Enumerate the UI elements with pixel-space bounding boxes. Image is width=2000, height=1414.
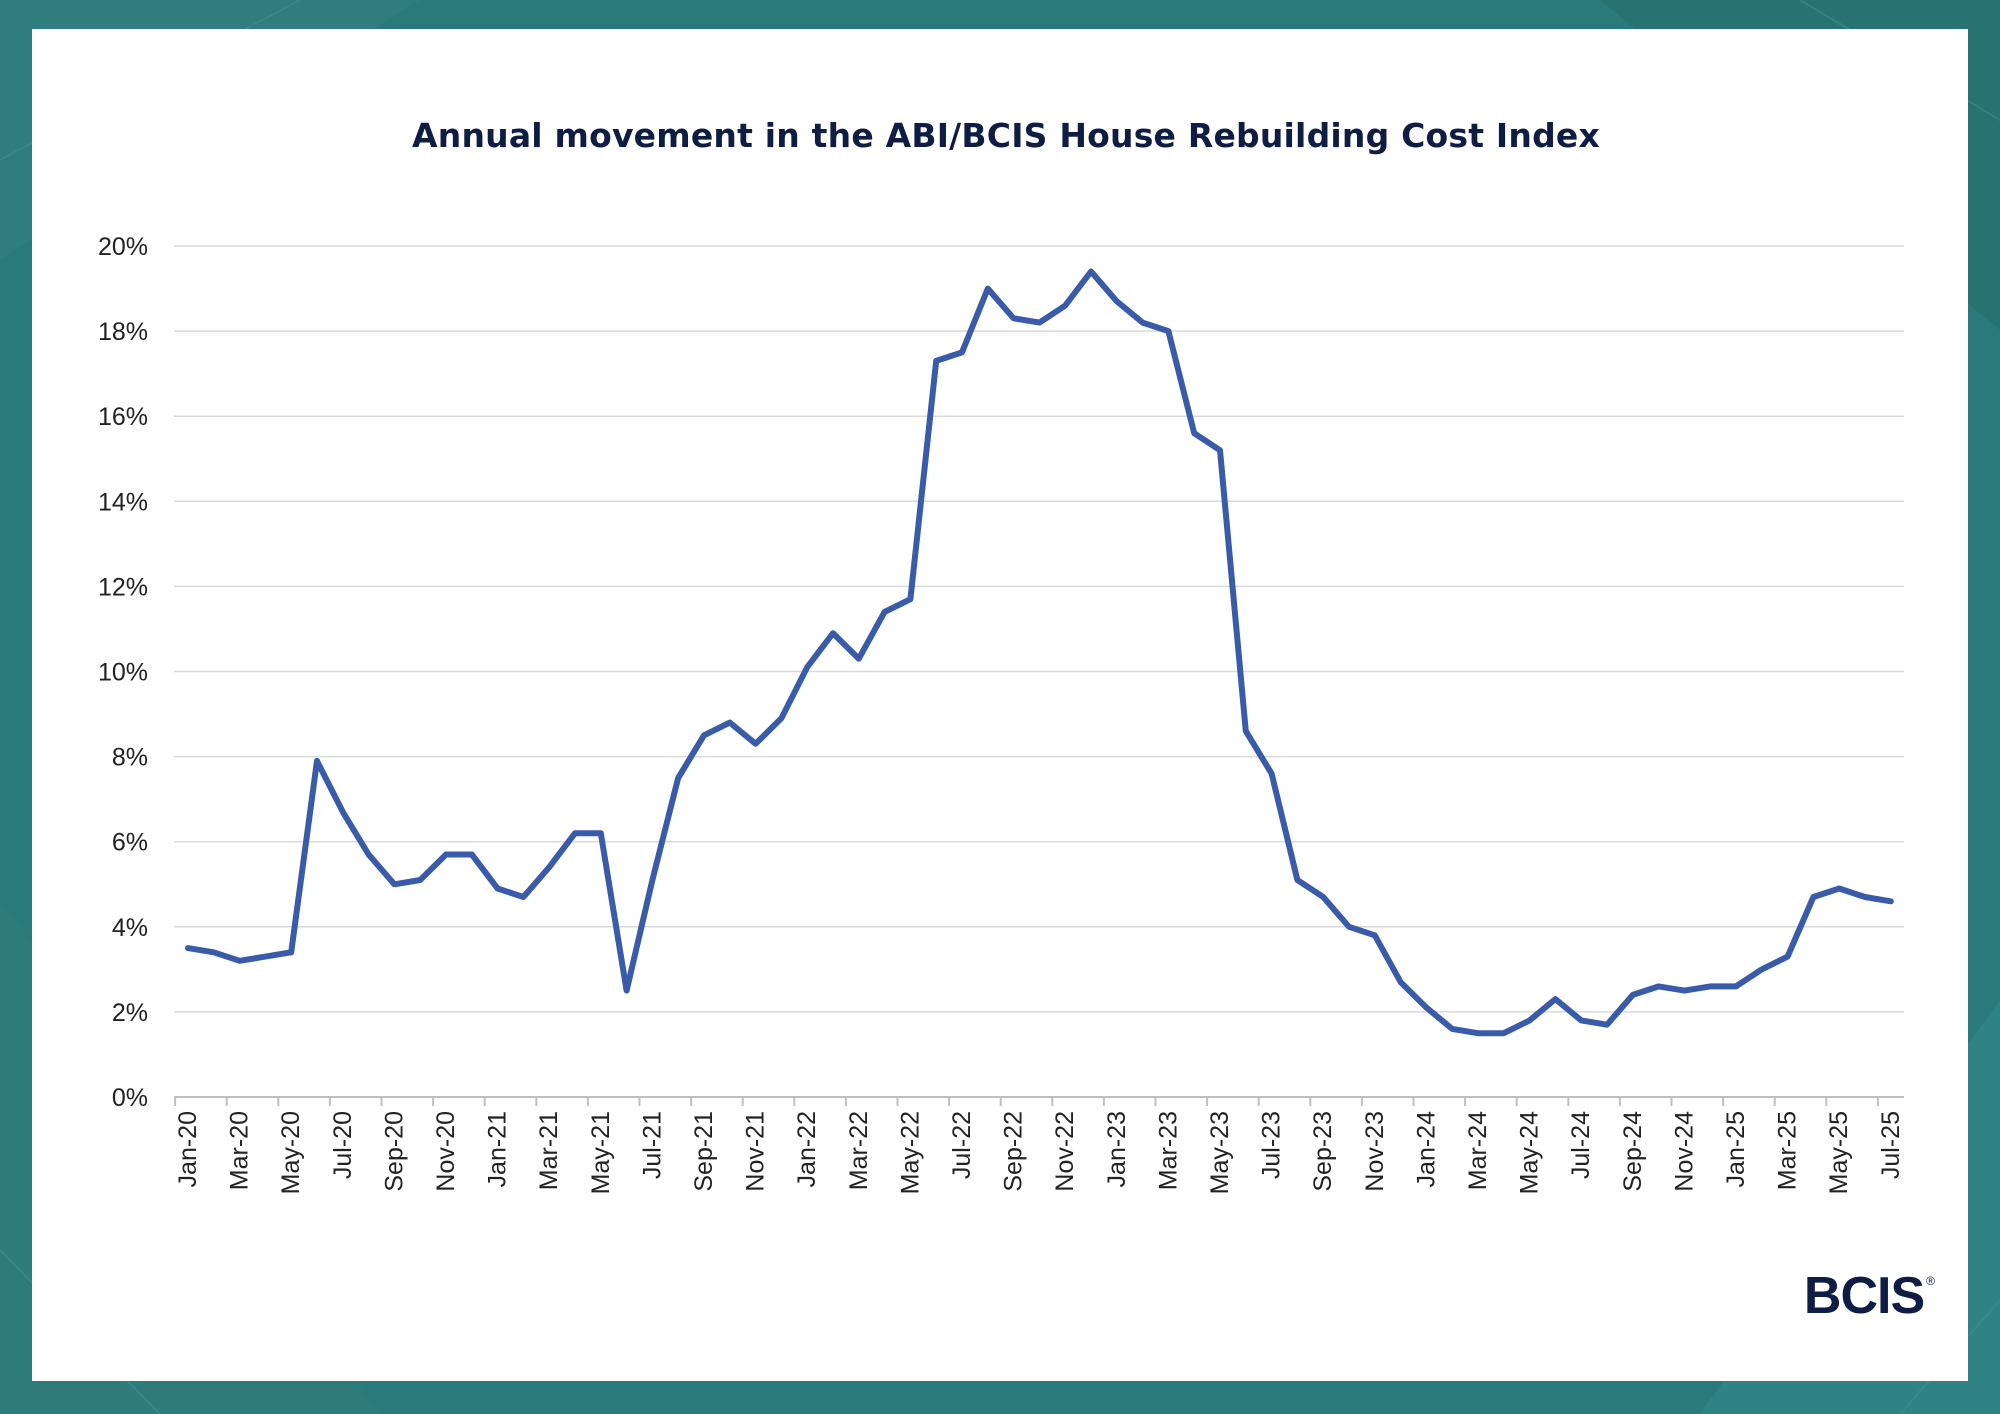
x-tick-label: Sep-23 [1309,1111,1337,1192]
x-tick-label: Sep-24 [1619,1111,1647,1192]
x-tick-label: May-23 [1206,1111,1234,1194]
gridlines [174,245,1904,1013]
y-axis-labels: 0% 2% 4% 6% 8% 10% 12% 14% 16% 18% 20% [98,233,148,1112]
x-tick-label: Mar-21 [535,1111,563,1190]
x-tick-label: Nov-24 [1670,1111,1698,1192]
x-tick-label: Nov-20 [432,1111,460,1192]
x-tick-label: Jul-22 [948,1111,976,1179]
x-tick-label: Jul-24 [1567,1111,1595,1179]
x-tick-label: Sep-21 [690,1111,718,1192]
x-tick-label: Jan-21 [484,1111,512,1187]
x-tick-label: Jul-21 [638,1111,666,1179]
x-tick-label: May-24 [1516,1111,1544,1194]
registered-mark: ® [1926,1274,1935,1288]
x-tick-label: Nov-23 [1361,1111,1389,1192]
x-tick-label: May-21 [587,1111,615,1194]
x-tick-label: Jan-24 [1412,1111,1440,1188]
x-tick-label: Mar-24 [1464,1111,1492,1190]
x-tick-label: Sep-20 [380,1111,408,1192]
x-tick-label: May-22 [896,1111,924,1194]
y-tick-label: 14% [98,488,148,516]
chart-title: Annual movement in the ABI/BCIS House Re… [412,116,1600,155]
x-tick-label: May-20 [277,1111,305,1194]
x-tick-label: Mar-23 [1154,1111,1182,1190]
y-tick-label: 2% [112,999,148,1027]
y-tick-label: 16% [98,403,148,431]
x-tick-label: Sep-22 [1000,1111,1028,1192]
x-tick-label: Mar-22 [845,1111,873,1190]
logo-text: BCIS [1803,1267,1925,1325]
x-tick-label: Mar-25 [1774,1111,1802,1190]
y-tick-label: 6% [112,829,148,857]
x-tick-label: Nov-21 [742,1111,770,1192]
x-tick-label: Jan-22 [793,1111,821,1187]
y-tick-label: 8% [112,744,148,772]
x-tick-label: Jan-25 [1722,1111,1750,1187]
x-tick-label: Jan-20 [174,1111,202,1187]
y-tick-label: 18% [98,318,148,346]
x-tick-label: Nov-22 [1051,1111,1079,1192]
y-tick-label: 10% [98,659,148,687]
x-tick-label: Jan-23 [1103,1111,1131,1187]
x-tick-label: May-25 [1825,1111,1853,1194]
x-tick-label: Jul-25 [1877,1111,1905,1179]
y-tick-label: 12% [98,573,148,601]
x-tick-label: Jul-20 [329,1111,357,1179]
y-tick-label: 0% [112,1084,148,1112]
series-line [185,268,1894,1037]
y-tick-label: 4% [112,914,148,942]
x-tick-label: Jul-23 [1258,1111,1286,1179]
chart-card [32,29,1968,1381]
bcis-logo: BCIS ® [1804,1270,1935,1322]
series-layer [185,268,1894,1037]
y-tick-label: 20% [98,233,148,261]
x-axis [174,1096,1904,1106]
x-tick-label: Mar-20 [226,1111,254,1190]
x-axis-labels: Jan-20 Mar-20 May-20 Jul-20 Sep-20 Nov-20 Jan-… [174,1111,1905,1194]
